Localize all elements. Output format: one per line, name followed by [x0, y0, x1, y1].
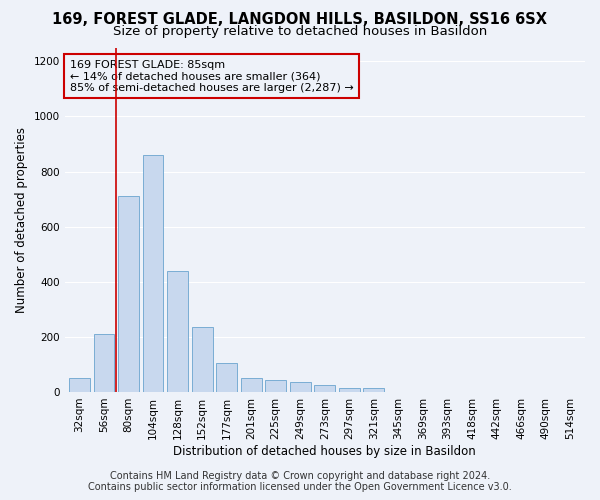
- Bar: [290, 382, 311, 392]
- Bar: [364, 388, 385, 392]
- Bar: [94, 334, 115, 392]
- Text: Contains HM Land Registry data © Crown copyright and database right 2024.
Contai: Contains HM Land Registry data © Crown c…: [88, 471, 512, 492]
- Bar: [191, 327, 212, 392]
- Text: 169, FOREST GLADE, LANGDON HILLS, BASILDON, SS16 6SX: 169, FOREST GLADE, LANGDON HILLS, BASILD…: [53, 12, 548, 28]
- Bar: [339, 388, 360, 392]
- Bar: [143, 155, 163, 392]
- Bar: [241, 378, 262, 392]
- Y-axis label: Number of detached properties: Number of detached properties: [15, 126, 28, 312]
- Bar: [167, 270, 188, 392]
- Bar: [69, 378, 90, 392]
- Bar: [265, 380, 286, 392]
- Bar: [314, 385, 335, 392]
- Bar: [118, 196, 139, 392]
- Text: 169 FOREST GLADE: 85sqm
← 14% of detached houses are smaller (364)
85% of semi-d: 169 FOREST GLADE: 85sqm ← 14% of detache…: [70, 60, 353, 93]
- Text: Size of property relative to detached houses in Basildon: Size of property relative to detached ho…: [113, 25, 487, 38]
- X-axis label: Distribution of detached houses by size in Basildon: Distribution of detached houses by size …: [173, 444, 476, 458]
- Bar: [216, 363, 237, 392]
